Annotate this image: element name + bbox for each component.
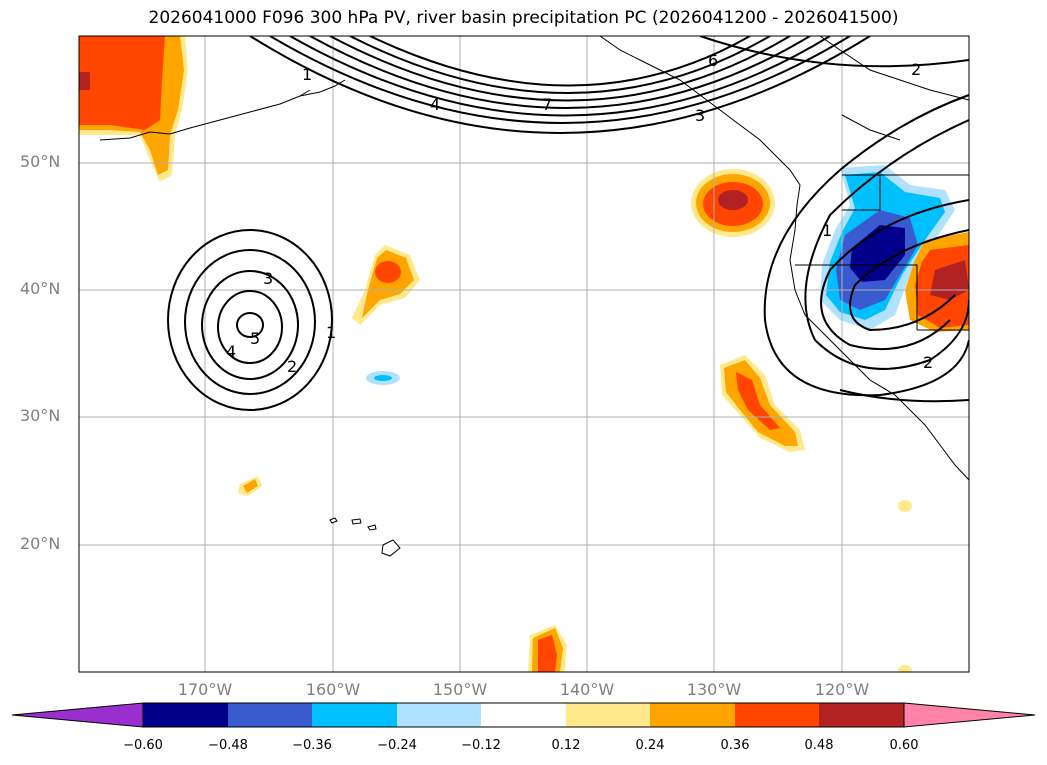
precip-fill-small-spots	[238, 476, 912, 672]
contour-label: 2	[287, 357, 297, 376]
lat-label: 40°N	[20, 279, 61, 298]
contour-label: 3	[263, 269, 273, 288]
colorbar-tick: −0.60	[123, 738, 163, 753]
colorbar-tick: 0.36	[720, 738, 750, 753]
colorbar-swatch	[650, 703, 735, 727]
lon-label: 130°W	[686, 680, 742, 699]
precip-fill-offshore	[720, 355, 805, 452]
map-title: 2026041000 F096 300 hPa PV, river basin …	[148, 8, 899, 28]
contour-label: 5	[250, 329, 260, 348]
map-frame	[78, 35, 970, 673]
contour-labels: 1 4 7 6 2 3 3 5 4 2 1 1 2	[226, 51, 933, 376]
colorbar-swatch	[481, 703, 566, 727]
precip-fill-south-pacific	[528, 625, 567, 672]
colorbar-swatch	[228, 703, 312, 727]
pv-contours-north	[249, 36, 969, 134]
hawaii-islands	[329, 517, 401, 557]
colorbar-tick: −0.24	[377, 738, 417, 753]
colorbar-swatch	[312, 703, 397, 727]
lat-label: 50°N	[20, 152, 61, 171]
colorbar	[11, 702, 1036, 728]
colorbar-tick: 0.12	[551, 738, 581, 753]
precip-fill-northwest	[79, 36, 188, 182]
gridlines	[79, 36, 969, 672]
colorbar-swatch	[397, 703, 481, 727]
precip-fill-mid-pacific	[352, 245, 420, 325]
colorbar-frame	[142, 702, 905, 728]
lat-label: 20°N	[20, 534, 61, 553]
colorbar-tick: 0.60	[889, 738, 919, 753]
pv-contours-trough	[763, 94, 969, 403]
colorbar-swatch	[566, 703, 650, 727]
colorbar-extend-high	[903, 702, 1036, 728]
contour-label: 1	[822, 221, 832, 240]
precip-fill-neg-small	[366, 371, 400, 385]
contour-label: 2	[923, 353, 933, 372]
lon-label: 120°W	[814, 680, 870, 699]
contour-label: 4	[226, 342, 236, 361]
contour-label: 1	[302, 65, 312, 84]
precip-fill-ne-pacific	[691, 169, 775, 237]
lon-label: 160°W	[305, 680, 361, 699]
colorbar-swatch	[143, 703, 228, 727]
colorbar-swatch	[735, 703, 819, 727]
lon-label: 170°W	[177, 680, 233, 699]
pv-contours-low	[167, 229, 333, 411]
lat-label: 30°N	[20, 406, 61, 425]
contour-label: 1	[326, 323, 336, 342]
colorbar-tick: −0.12	[461, 738, 501, 753]
contour-label: 4	[430, 95, 440, 114]
colorbar-extend-low	[11, 702, 144, 728]
colorbar-tick: −0.48	[208, 738, 248, 753]
contour-label: 6	[708, 51, 718, 70]
contour-label: 3	[695, 106, 705, 125]
contour-label: 2	[911, 60, 921, 79]
colorbar-tick: 0.48	[804, 738, 834, 753]
contour-label: 7	[542, 95, 552, 114]
precip-fill-interior-west	[905, 232, 969, 332]
lon-label: 150°W	[432, 680, 488, 699]
colorbar-tick: 0.24	[635, 738, 665, 753]
colorbar-swatch	[819, 703, 904, 727]
colorbar-tick: −0.36	[292, 738, 332, 753]
lon-label: 140°W	[559, 680, 615, 699]
